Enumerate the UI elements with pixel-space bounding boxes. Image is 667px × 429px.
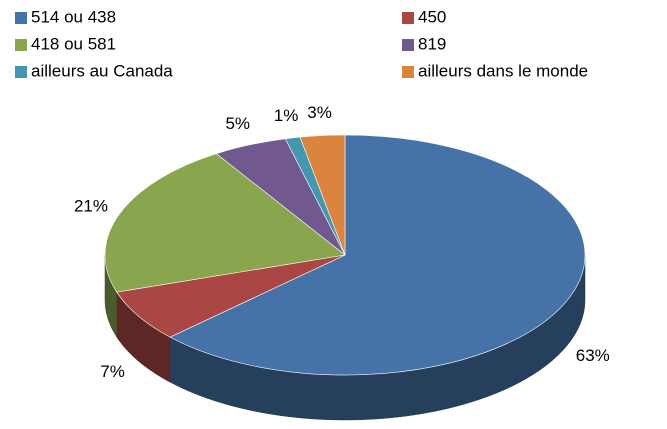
legend-swatch: [15, 39, 27, 51]
data-label: 21%: [74, 196, 108, 215]
legend-swatch: [15, 12, 27, 24]
legend-label: ailleurs dans le monde: [418, 61, 588, 80]
legend-swatch: [402, 39, 414, 51]
legend-label: 418 ou 581: [31, 34, 116, 53]
data-label: 3%: [307, 103, 332, 122]
legend-label: 514 ou 438: [31, 7, 116, 26]
legend-swatch: [402, 66, 414, 78]
data-label: 1%: [274, 106, 299, 125]
slice: [169, 134, 586, 376]
legend-label: 819: [418, 34, 446, 53]
data-label: 5%: [225, 114, 250, 133]
legend-label: ailleurs au Canada: [31, 61, 173, 80]
slice: [299, 134, 346, 256]
slice: [116, 254, 346, 338]
legend-swatch: [402, 12, 414, 24]
data-label: 63%: [576, 346, 610, 365]
legend-swatch: [15, 66, 27, 78]
legend-label: 450: [418, 7, 446, 26]
data-label: 7%: [100, 362, 125, 381]
slice: [104, 153, 346, 293]
